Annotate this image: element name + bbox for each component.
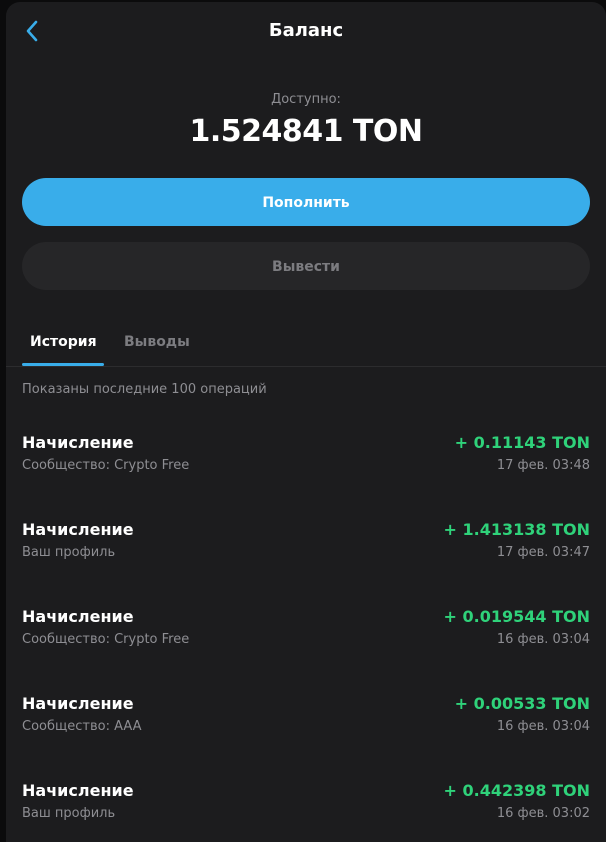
transaction-date: 17 фев. 03:47: [496, 545, 590, 560]
transaction-title: Начисление: [22, 433, 134, 452]
transaction-amount: + 0.11143 TON: [454, 433, 590, 452]
transaction-date: 16 фев. 03:02: [496, 806, 590, 821]
transaction-source: Сообщество: Crypto Free: [22, 632, 190, 647]
transaction-source: Сообщество: AAA: [22, 719, 142, 734]
transaction-title: Начисление: [22, 520, 134, 539]
list-item[interactable]: Начисление Сообщество: AAA + 0.00533 TON 16…: [22, 694, 590, 744]
transaction-date: 17 фев. 03:48: [496, 458, 590, 473]
transaction-source: Сообщество: Crypto Free: [22, 458, 190, 473]
balance-amount: 1.524841 TON: [189, 114, 423, 149]
list-item[interactable]: Начисление Сообщество: Crypto Free + 0.111…: [22, 433, 590, 483]
transaction-source: Ваш профиль: [22, 806, 116, 821]
tab-history[interactable]: История: [30, 334, 97, 350]
list-item[interactable]: Начисление Ваш профиль + 1.413138 TON 17 фе…: [22, 520, 590, 570]
transaction-title: Начисление: [22, 781, 134, 800]
list-item[interactable]: Начисление Сообщество: Crypto Free + 0.019…: [22, 607, 590, 657]
transaction-amount: + 0.019544 TON: [443, 607, 590, 626]
transaction-source: Ваш профиль: [22, 545, 116, 560]
deposit-button[interactable]: Пополнить: [22, 178, 590, 226]
transaction-date: 16 фев. 03:04: [496, 632, 590, 647]
back-button[interactable]: [22, 18, 46, 44]
balance-screen: Баланс Доступно: 1.524841 TON Пополнить …: [6, 2, 606, 842]
active-tab-indicator: [22, 363, 104, 366]
transaction-date: 16 фев. 03:04: [496, 719, 590, 734]
tabs: История Выводы: [6, 322, 606, 367]
transaction-amount: + 0.442398 TON: [443, 781, 590, 800]
available-label: Доступно:: [271, 92, 341, 107]
chevron-left-icon: [26, 20, 38, 42]
page-title: Баланс: [268, 20, 344, 41]
transaction-amount: + 0.00533 TON: [454, 694, 590, 713]
history-caption: Показаны последние 100 операций: [22, 382, 267, 397]
tab-withdrawals[interactable]: Выводы: [124, 334, 190, 350]
withdraw-button[interactable]: Вывести: [22, 242, 590, 290]
list-item[interactable]: Начисление Ваш профиль + 0.442398 TON 16 фе…: [22, 781, 590, 831]
transaction-amount: + 1.413138 TON: [443, 520, 590, 539]
transaction-title: Начисление: [22, 694, 134, 713]
transaction-title: Начисление: [22, 607, 134, 626]
